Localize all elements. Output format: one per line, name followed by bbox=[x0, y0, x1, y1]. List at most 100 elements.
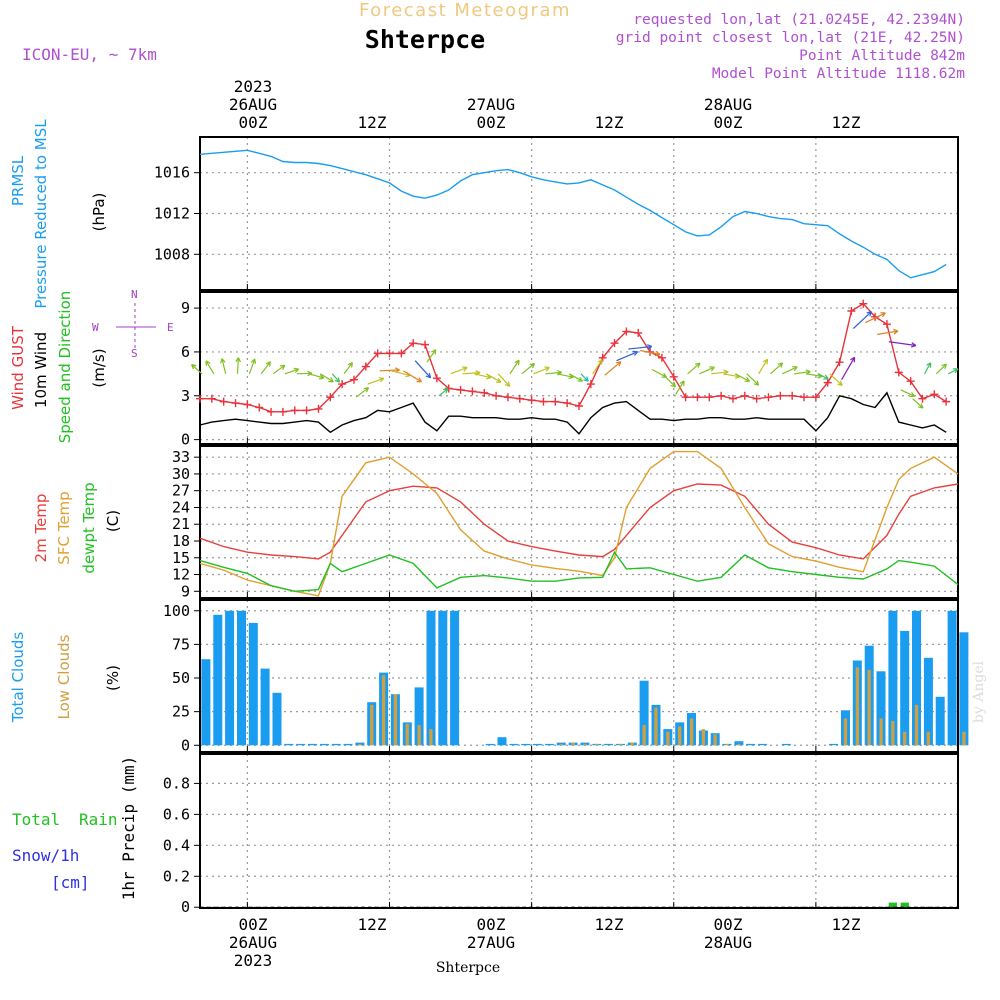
gust-point-marker bbox=[598, 353, 607, 362]
compass-w: W bbox=[92, 321, 99, 334]
wind-direction-arrow bbox=[296, 370, 313, 377]
y-tick-label: 27 bbox=[172, 482, 190, 500]
y-tick-label: 0 bbox=[181, 431, 190, 449]
total-cloud-bar bbox=[296, 743, 306, 746]
wind-direction-arrow bbox=[912, 398, 924, 409]
wind-direction-arrow bbox=[923, 362, 932, 375]
wind-direction-arrow bbox=[220, 358, 227, 374]
gust-point-marker bbox=[349, 375, 358, 384]
grid-point: grid point closest lon,lat (21E, 42.25N) bbox=[616, 30, 965, 46]
low-cloud-bar bbox=[926, 731, 930, 746]
wind-direction-arrow bbox=[248, 358, 256, 375]
low-cloud-bar bbox=[417, 725, 421, 746]
rain-bar bbox=[888, 902, 897, 908]
total-cloud-bar bbox=[521, 743, 531, 746]
bottom-day-label: 27AUG bbox=[467, 933, 515, 952]
wind-direction-arrow bbox=[616, 350, 639, 362]
wind-label: 10m Wind bbox=[32, 332, 50, 408]
y-tick-label: 0.8 bbox=[163, 774, 190, 792]
low-cloud-bar bbox=[879, 718, 883, 746]
gust-point-marker bbox=[373, 349, 382, 358]
wind-unit: (m/s) bbox=[90, 348, 108, 387]
total-cloud-bar bbox=[225, 610, 235, 746]
wind-direction-arrow bbox=[675, 380, 685, 395]
wind-direction-arrow bbox=[592, 359, 603, 375]
wind-direction-arrow bbox=[497, 373, 511, 387]
gust-point-marker bbox=[231, 399, 240, 408]
rain-total-label: Total bbox=[12, 810, 60, 829]
total-cloud-bar bbox=[639, 680, 649, 746]
low-cloud-bar bbox=[583, 743, 587, 746]
wind-direction-arrow bbox=[308, 373, 325, 380]
bottom-day-label: 26AUG bbox=[229, 933, 277, 952]
top-day-label: 27AUG bbox=[467, 95, 515, 114]
bottom-day-label: 28AUG bbox=[704, 933, 752, 952]
gust-point-marker bbox=[811, 393, 820, 402]
wind-direction-arrow bbox=[852, 311, 873, 329]
snow-label: Snow/1h bbox=[12, 846, 79, 865]
wind-direction-arrow bbox=[829, 373, 843, 386]
low-cloud-bar bbox=[370, 704, 374, 746]
y-tick-label: 0 bbox=[181, 898, 190, 916]
gust-point-marker bbox=[823, 378, 832, 387]
bottom-hour-label: 00Z bbox=[477, 915, 506, 934]
gust-point-marker bbox=[693, 393, 702, 402]
frame-layer bbox=[194, 136, 959, 909]
total-cloud-bar bbox=[497, 737, 507, 746]
low-cloud-bar bbox=[891, 721, 895, 746]
wind-dir-label: Speed and Direction bbox=[56, 291, 74, 444]
total-cloud-bar bbox=[900, 630, 910, 746]
cloud-unit: (%) bbox=[104, 665, 122, 691]
gust-point-marker bbox=[835, 358, 844, 367]
wind-direction-arrow bbox=[205, 360, 215, 375]
y-tick-label: 33 bbox=[172, 448, 190, 466]
low-cloud-bar bbox=[701, 729, 705, 746]
low-cloud-bar bbox=[358, 743, 362, 746]
gust-point-marker bbox=[314, 404, 323, 413]
panel-frame bbox=[199, 753, 959, 909]
wind-direction-arrow bbox=[746, 373, 760, 386]
total-cloud-bar bbox=[947, 610, 957, 746]
wind-direction-arrow bbox=[272, 364, 286, 375]
y-tick-label: 18 bbox=[172, 532, 190, 550]
low-cloud-bar bbox=[618, 743, 623, 746]
gust-point-marker bbox=[468, 387, 477, 396]
gust-point-marker bbox=[906, 377, 915, 386]
y-tick-label: 0.4 bbox=[163, 836, 190, 854]
gust-point-marker bbox=[575, 402, 583, 410]
gust-point-marker bbox=[219, 397, 228, 406]
wind-direction-arrow bbox=[817, 373, 829, 380]
low-cloud-bar bbox=[630, 742, 634, 746]
low-cloud-bar bbox=[962, 731, 966, 746]
y-tick-label: 6 bbox=[181, 343, 190, 361]
total-cloud-bar bbox=[509, 743, 519, 746]
wind-direction-arrow bbox=[191, 363, 203, 375]
y-tick-label: 1016 bbox=[154, 164, 190, 182]
low-cloud-bar bbox=[737, 743, 741, 746]
total-cloud-bar bbox=[260, 668, 270, 746]
location-title: Shterpce bbox=[365, 25, 485, 54]
low-clouds-label: Low Clouds bbox=[55, 634, 73, 719]
temp-unit: (C) bbox=[104, 510, 122, 532]
total-cloud-bar bbox=[450, 610, 460, 746]
bottom-hour-label: 12Z bbox=[832, 915, 861, 934]
wind-direction-arrow bbox=[414, 360, 432, 379]
product-title: Forecast Meteogram bbox=[359, 0, 571, 21]
y-tick-label: 15 bbox=[172, 549, 190, 567]
gust-point-marker bbox=[728, 394, 737, 403]
gust-point-marker bbox=[752, 394, 761, 403]
total-cloud-bar bbox=[237, 610, 246, 746]
gust-point-marker bbox=[421, 340, 430, 349]
gust-point-marker bbox=[847, 307, 856, 315]
top-time-axis: 2023 26AUG 00Z 12Z 27AUG 00Z 12Z 28AUG 0… bbox=[229, 77, 861, 132]
total-cloud-bar bbox=[485, 743, 495, 746]
total-cloud-bar bbox=[284, 743, 294, 746]
point-altitude: Point Altitude 842m bbox=[799, 48, 965, 64]
panel-frame bbox=[199, 291, 959, 445]
gust-point-marker bbox=[894, 368, 903, 377]
total-clouds-label: Total Clouds bbox=[9, 632, 27, 724]
pressure-subtitle: Pressure Reduced to MSL bbox=[32, 119, 50, 309]
footer-location: Shterpce bbox=[436, 960, 500, 976]
total-cloud-bar bbox=[426, 610, 436, 746]
gust-point-marker bbox=[409, 339, 418, 348]
